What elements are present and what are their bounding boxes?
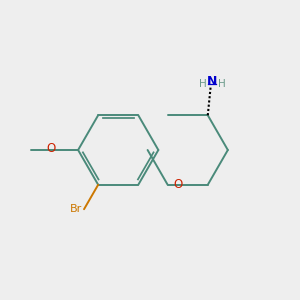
Text: N: N [207,76,217,88]
Text: Br: Br [69,204,82,214]
Text: H: H [199,79,206,89]
Text: O: O [47,142,56,155]
Text: H: H [218,79,226,89]
Text: O: O [173,178,182,191]
